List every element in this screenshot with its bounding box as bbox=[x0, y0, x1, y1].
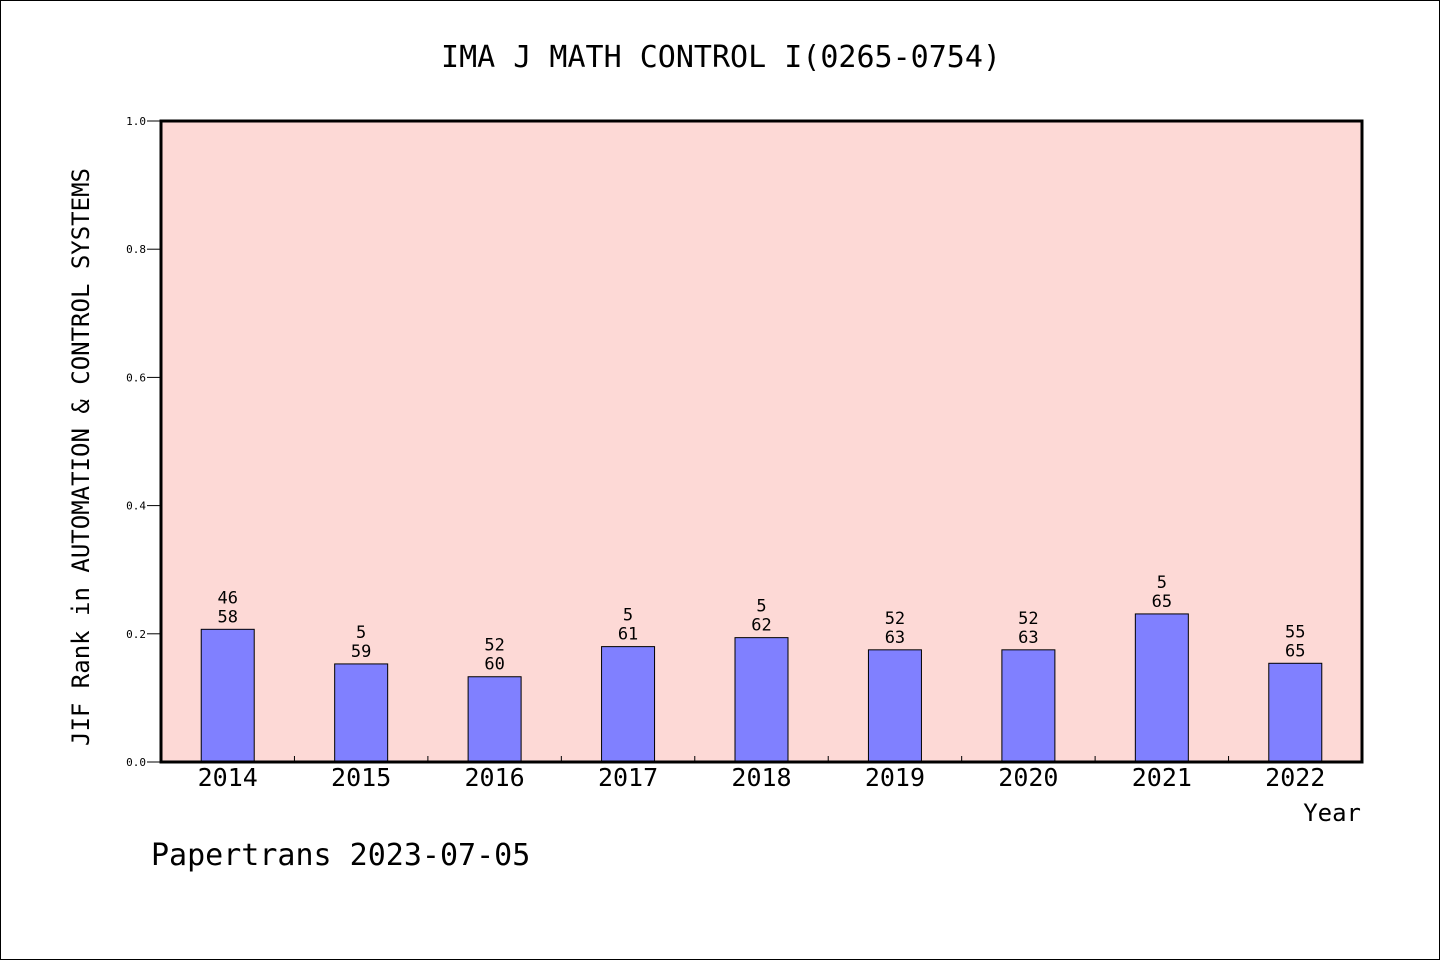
bar-label-bottom-2020: 63 bbox=[1018, 628, 1038, 648]
bar-label-bottom-2015: 59 bbox=[351, 642, 371, 662]
y-tick-label-0.4: 0.4 bbox=[126, 500, 146, 513]
bar-2016 bbox=[467, 676, 522, 763]
bar-label-top-2018: 5 bbox=[756, 597, 766, 617]
bar-label-bottom-2021: 65 bbox=[1152, 592, 1172, 612]
x-tick-label-2020: 2020 bbox=[998, 763, 1058, 792]
bar-2015 bbox=[334, 663, 389, 763]
x-tick-label-2017: 2017 bbox=[598, 763, 658, 792]
bar-2017 bbox=[601, 646, 656, 763]
bar-label-bottom-2016: 60 bbox=[484, 655, 504, 675]
bar-2018 bbox=[734, 637, 789, 763]
ticks-layer: 2014 2015 2016 2017 2018 2019 2020 2021 2022 0.0 0… bbox=[126, 115, 1325, 792]
x-tick-label-2022: 2022 bbox=[1265, 763, 1325, 792]
bar-label-bottom-2018: 62 bbox=[751, 616, 771, 636]
bar-label-bottom-2019: 63 bbox=[885, 628, 905, 648]
bar-label-top-2022: 55 bbox=[1285, 622, 1305, 642]
x-tick-label-2015: 2015 bbox=[331, 763, 391, 792]
x-tick-label-2019: 2019 bbox=[865, 763, 925, 792]
footer-credit: Papertrans 2023-07-05 bbox=[151, 838, 530, 873]
chart-title: IMA J MATH CONTROL I(0265-0754) bbox=[441, 40, 1001, 75]
x-tick-label-2016: 2016 bbox=[465, 763, 525, 792]
y-tick-label-0.6: 0.6 bbox=[126, 371, 146, 384]
bar-label-bottom-2014: 58 bbox=[217, 607, 237, 627]
bar-label-top-2014: 46 bbox=[217, 588, 237, 608]
y-tick-label-0.2: 0.2 bbox=[126, 628, 146, 641]
bar-2020 bbox=[1001, 649, 1056, 763]
x-tick-label-2018: 2018 bbox=[731, 763, 791, 792]
x-tick-label-2021: 2021 bbox=[1132, 763, 1192, 792]
bar-label-top-2021: 5 bbox=[1157, 573, 1167, 593]
bar-label-top-2016: 52 bbox=[484, 636, 504, 656]
bar-2022 bbox=[1268, 662, 1323, 763]
y-tick-label-0.8: 0.8 bbox=[126, 243, 146, 256]
bar-label-top-2020: 52 bbox=[1018, 609, 1038, 629]
y-tick-label-1.0: 1.0 bbox=[126, 115, 146, 128]
x-tick-label-2014: 2014 bbox=[198, 763, 258, 792]
y-tick-label-0.0: 0.0 bbox=[126, 756, 146, 769]
bar-2019 bbox=[867, 649, 922, 763]
bar-label-bottom-2017: 61 bbox=[618, 625, 638, 645]
bar-2014 bbox=[200, 628, 255, 763]
bar-label-top-2019: 52 bbox=[885, 609, 905, 629]
y-axis-label: JIF Rank in AUTOMATION & CONTROL SYSTEMS bbox=[67, 168, 95, 746]
bar-label-top-2017: 5 bbox=[623, 606, 633, 626]
bar-2021 bbox=[1134, 613, 1189, 763]
x-axis-label: Year bbox=[1303, 799, 1361, 827]
bar-label-top-2015: 5 bbox=[356, 623, 366, 643]
bar-label-bottom-2022: 65 bbox=[1285, 641, 1305, 661]
plot-border bbox=[159, 119, 1364, 764]
